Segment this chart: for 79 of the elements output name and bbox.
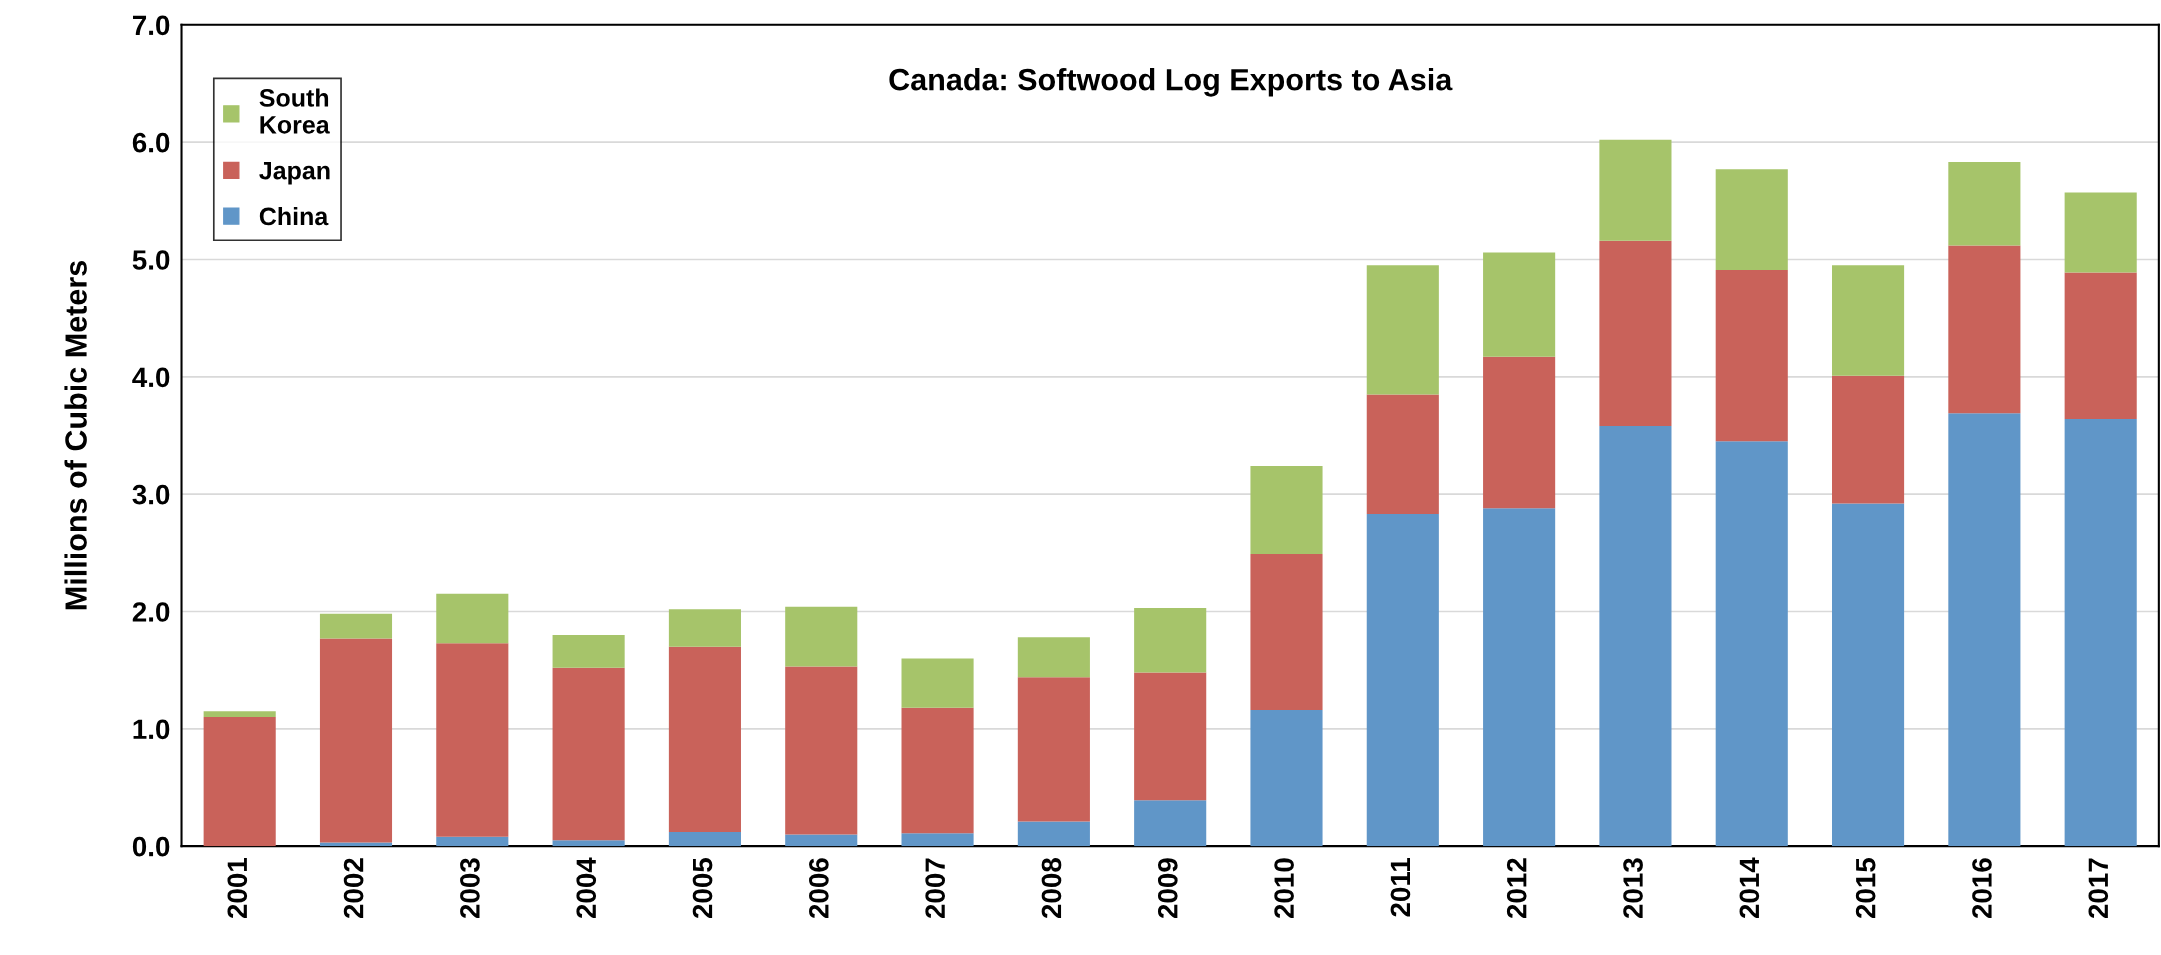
bar [1134, 800, 1207, 847]
bar [668, 609, 741, 647]
x-tick-label: 2002 [343, 858, 364, 919]
bar [436, 836, 509, 847]
x-tick-label: 2011 [1390, 858, 1411, 917]
x-tick-label: 2004 [576, 857, 597, 919]
x-tick-label: 2017 [2088, 858, 2109, 919]
bar [436, 593, 509, 644]
bar [785, 606, 858, 667]
bar [436, 643, 509, 837]
bar [203, 717, 276, 847]
x-tick-label: 2010 [1274, 858, 1294, 919]
bar [785, 834, 858, 847]
text: Canada: Softwood Log Exports to Asia [889, 68, 1453, 97]
bar [785, 666, 858, 835]
bar [1715, 169, 1788, 271]
x-tick-label: 2005 [692, 858, 713, 919]
legend-label: South Korea [259, 88, 330, 134]
x-tick-label: 2003 [460, 858, 480, 919]
y-tick-label: 6.0 [132, 132, 170, 153]
y-tick-label: 5.0 [132, 250, 170, 270]
x-tick-label: 2013 [1623, 858, 1643, 919]
bar [2064, 419, 2137, 847]
x-tick-label: 2014 [1739, 857, 1760, 919]
bar [668, 646, 741, 833]
x-tick-label: 2009 [1157, 858, 1178, 919]
y-tick-label: 2.0 [132, 602, 170, 622]
y-tick-label: 1.0 [133, 719, 170, 740]
bar [1134, 607, 1207, 673]
bar [1483, 356, 1556, 509]
bar [1366, 265, 1439, 395]
bar [1715, 270, 1788, 442]
legend-label: China [259, 206, 329, 226]
y-tick-label: 0.0 [132, 836, 170, 857]
y-axis-title: Millions of Cubic Meters [64, 261, 87, 610]
x-tick-label: 2012 [1506, 858, 1527, 919]
bar [1599, 139, 1672, 241]
bar [1832, 375, 1905, 504]
x-tick-label: 2001 [227, 858, 248, 919]
bar [2064, 192, 2137, 273]
x-tick-label: 2006 [809, 858, 829, 919]
bar [1832, 265, 1905, 376]
bar [1366, 394, 1439, 515]
bar [1017, 821, 1090, 847]
bar [1483, 508, 1556, 847]
bar [1366, 514, 1439, 847]
bar [2064, 272, 2137, 420]
bar [1250, 710, 1323, 847]
bar [319, 638, 393, 843]
bar [203, 711, 276, 718]
bar [1250, 465, 1323, 554]
bar [1715, 441, 1788, 847]
y-tick-label: 7.0 [133, 15, 170, 36]
x-tick-label: 2015 [1855, 858, 1876, 919]
bar [1948, 162, 2021, 246]
bar [901, 707, 974, 834]
legend-label: Japan [259, 162, 330, 185]
bar [319, 613, 393, 639]
x-tick-label: 2007 [925, 858, 946, 919]
y-tick-label: 3.0 [132, 484, 170, 505]
bar [1017, 637, 1090, 678]
bar [901, 658, 974, 708]
bar [1599, 240, 1672, 427]
bar [552, 634, 625, 668]
bar [552, 840, 625, 847]
x-tick-label: 2008 [1041, 858, 1062, 919]
bar [1832, 503, 1905, 847]
bar [1948, 413, 2021, 847]
bar [1017, 677, 1090, 822]
bar [552, 667, 625, 841]
y-tick-label: 4.0 [132, 367, 170, 388]
bar [668, 832, 741, 847]
bar [1134, 672, 1207, 801]
bar [1599, 426, 1672, 847]
bar [901, 833, 974, 847]
bar [1948, 245, 2021, 414]
bar [1250, 553, 1323, 711]
bar [1483, 252, 1556, 357]
x-tick-label: 2016 [1972, 858, 1992, 919]
